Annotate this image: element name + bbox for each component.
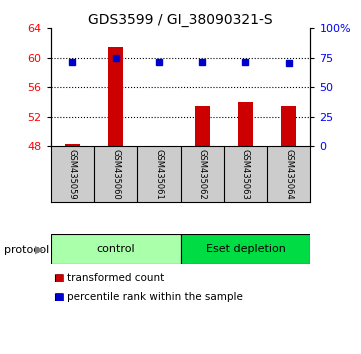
Bar: [108, 47, 123, 147]
Text: ■: ■: [54, 273, 64, 283]
Text: GSM435063: GSM435063: [241, 149, 250, 200]
Bar: [51, 234, 180, 264]
Bar: [151, 146, 166, 147]
Text: protocol: protocol: [4, 245, 49, 255]
Text: GSM435059: GSM435059: [68, 149, 77, 200]
Text: ■ transformed count: ■ transformed count: [54, 273, 164, 283]
Bar: [238, 102, 253, 147]
Text: ■: ■: [54, 292, 64, 302]
Text: GSM435060: GSM435060: [111, 149, 120, 200]
Text: GSM435064: GSM435064: [284, 149, 293, 200]
Text: GSM435062: GSM435062: [198, 149, 206, 200]
Title: GDS3599 / GI_38090321-S: GDS3599 / GI_38090321-S: [88, 13, 273, 27]
Text: ■ percentile rank within the sample: ■ percentile rank within the sample: [54, 292, 243, 302]
Bar: [195, 106, 210, 147]
Text: GSM435061: GSM435061: [155, 149, 163, 200]
Bar: [180, 234, 310, 264]
Bar: [65, 144, 80, 147]
Bar: [281, 106, 296, 147]
Text: ▶: ▶: [35, 245, 44, 255]
Text: control: control: [96, 244, 135, 254]
Text: Eset depletion: Eset depletion: [205, 244, 286, 254]
